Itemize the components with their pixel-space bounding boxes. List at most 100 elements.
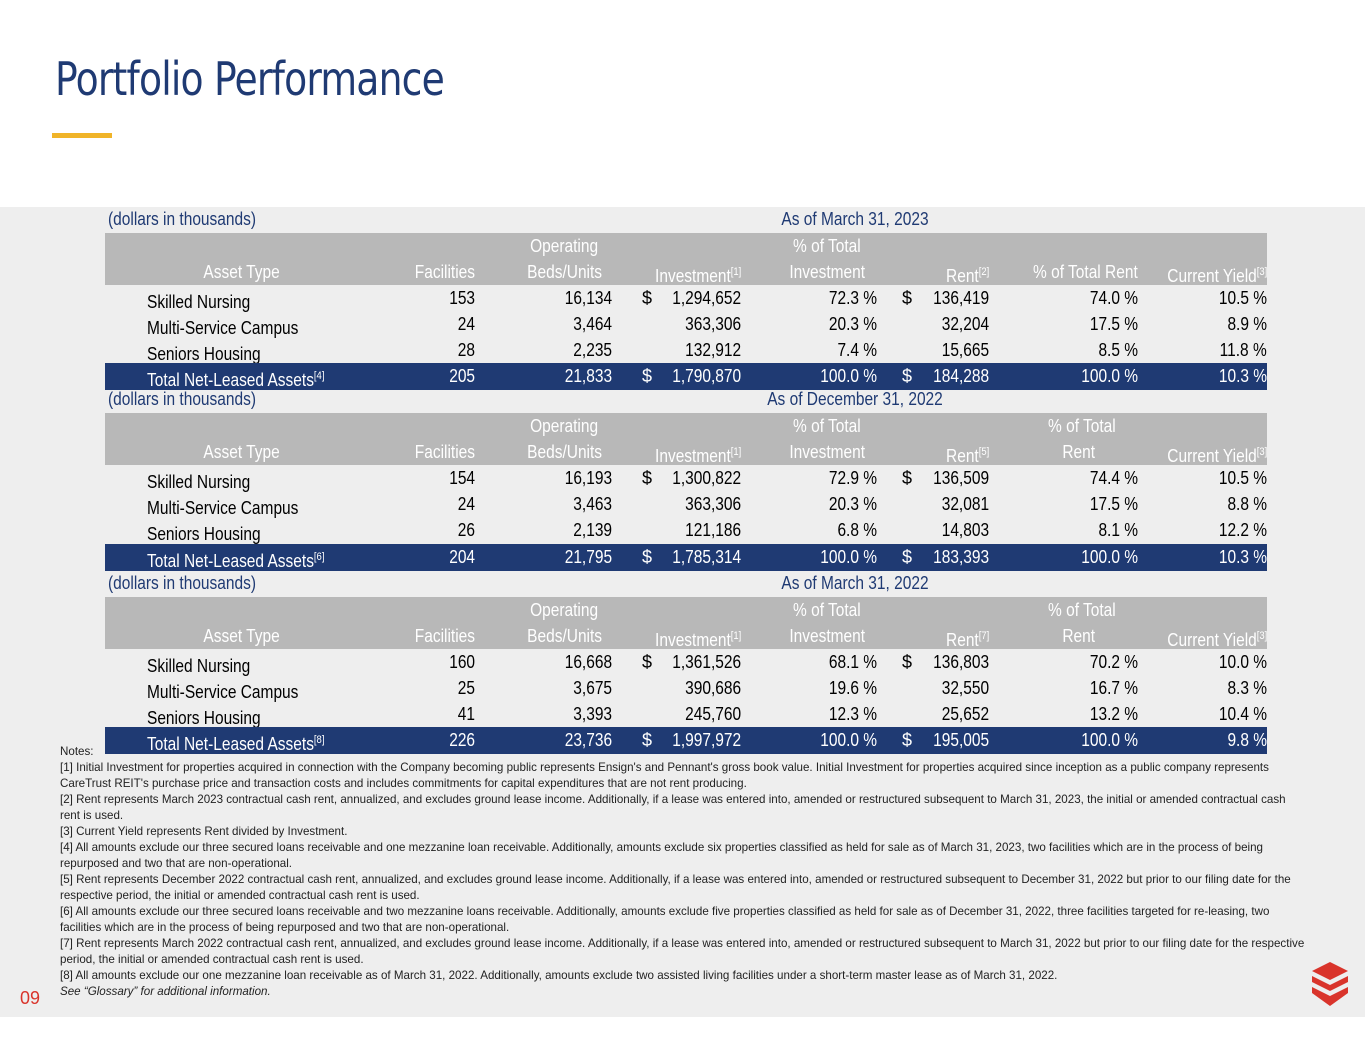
period-label: As of March 31, 2023 (781, 209, 929, 229)
pct-investment-cell-text: 12.3 % (828, 704, 877, 724)
current-yield-cell-text: 10.0 % (1218, 652, 1267, 672)
rent-cell: 136,419 (899, 285, 989, 311)
beds-cell-text: 3,463 (573, 494, 612, 514)
header-beds-top: Operating (505, 233, 612, 259)
investment-cell-text: 121,186 (685, 520, 741, 540)
header-investment-text: Investment[1] (655, 439, 741, 469)
table-header: Asset Type Facilities Operating Beds/Units I… (105, 413, 1267, 466)
asset-type-label: Skilled Nursing (147, 656, 251, 676)
note-7: [7] Rent represents March 2022 contractu… (60, 937, 1305, 966)
investment-cell: 121,186 (631, 517, 741, 543)
investment-cell: 1,294,652 (631, 285, 741, 311)
facilities-cell: 26 (395, 517, 475, 543)
total-row: Total Net-Leased Assets[4] 205 21,833 $1,79… (105, 363, 1267, 390)
rent-cell: 15,665 (899, 337, 989, 363)
notes-heading: Notes: (60, 745, 94, 758)
glossary-note: See “Glossary” for additional informatio… (60, 985, 271, 998)
rent-dollar-cell: $ (902, 652, 913, 672)
facilities-cell: 153 (395, 285, 475, 311)
header-investment-label: Investment (654, 630, 731, 650)
header-investment-label: Investment (654, 446, 731, 466)
rent-dollar-cell: $ (902, 366, 913, 386)
facilities-cell: 226 (395, 727, 475, 753)
beds-cell-text: 3,464 (573, 314, 612, 334)
current-yield-cell: 10.3 % (1157, 363, 1267, 389)
title-accent-bar (52, 133, 112, 138)
pct-rent-cell: 74.0 % (1028, 285, 1138, 311)
facilities-cell-text: 28 (457, 340, 475, 360)
current-yield-cell-text: 10.4 % (1218, 704, 1267, 724)
rent-cell: 14,803 (899, 517, 989, 543)
header-beds-bottom: Beds/Units (505, 439, 612, 465)
asset-type-cell: Skilled Nursing (147, 465, 267, 495)
table-row: Multi-Service Campus 24 3,464 363,306 20.3 %… (105, 311, 1267, 338)
pct-rent-cell: 8.5 % (1028, 337, 1138, 363)
header-beds-top-text: Operating (530, 600, 599, 620)
pct-rent-cell-text: 13.2 % (1089, 704, 1138, 724)
asset-type-text: Skilled Nursing (147, 285, 250, 315)
header-asset-type-text: Asset Type (203, 626, 280, 646)
header-facilities-text: Facilities (414, 442, 475, 462)
facilities-cell: 160 (395, 649, 475, 675)
current-yield-cell: 10.3 % (1157, 544, 1267, 570)
total-row: Total Net-Leased Assets[8] 226 23,736 $1,99… (105, 727, 1267, 754)
rent-cell: 184,288 (899, 363, 989, 389)
asset-type-label: Total Net-Leased Assets (147, 551, 314, 571)
rent-dollar-cell: $ (902, 468, 913, 488)
note-1: [1] Initial Investment for properties ac… (60, 761, 1269, 790)
header-beds-bottom-text: Beds/Units (527, 262, 603, 282)
header-asset-type: Asset Type (165, 439, 305, 465)
header-current-yield-text: Current Yield[3] (1167, 259, 1267, 289)
investment-cell-text: 1,294,652 (672, 288, 741, 308)
facilities-cell: 28 (395, 337, 475, 363)
beds-cell-text: 23,736 (564, 730, 612, 750)
rent-cell: 32,550 (899, 675, 989, 701)
asset-type-label: Skilled Nursing (147, 292, 251, 312)
beds-cell-text: 3,393 (573, 704, 612, 724)
investment-cell-text: 1,997,972 (672, 730, 741, 750)
header-pct-inv-bottom-text: Investment (789, 626, 866, 646)
beds-cell: 3,464 (512, 311, 612, 337)
asset-type-text: Total Net-Leased Assets[4] (147, 363, 324, 393)
header-pct-rent-bottom-text: % of Total Rent (1032, 262, 1138, 282)
header-rent-label: Rent (945, 446, 979, 466)
table-row: Skilled Nursing 160 16,668 $1,361,526 68.1 %… (105, 649, 1267, 676)
pct-rent-cell-text: 8.5 % (1098, 340, 1138, 360)
facilities-cell-text: 204 (449, 547, 475, 567)
investment-dollar-cell: $ (642, 652, 653, 672)
facilities-cell-text: 24 (457, 314, 475, 334)
pct-investment-cell: 100.0 % (767, 363, 877, 389)
asset-type-text: Multi-Service Campus (147, 311, 298, 341)
header-current-yield-label: Current Yield (1166, 630, 1257, 650)
header-pct-inv-top: % of Total (765, 233, 877, 259)
header-asset-type-text: Asset Type (203, 442, 280, 462)
asset-type-footnote: [4] (313, 370, 325, 382)
investment-dollar-cell: $ (642, 468, 653, 488)
header-pct-inv-top-text: % of Total (792, 600, 861, 620)
facilities-cell-text: 26 (457, 520, 475, 540)
footnotes: Notes: [1] Initial Investment for proper… (60, 744, 1305, 1000)
asset-type-text: Seniors Housing (147, 337, 261, 367)
investment-cell-text: 1,300,822 (672, 468, 741, 488)
current-yield-cell-text: 10.3 % (1218, 547, 1267, 567)
pct-rent-cell-text: 16.7 % (1089, 678, 1138, 698)
current-yield-cell-text: 12.2 % (1218, 520, 1267, 540)
pct-rent-cell-text: 100.0 % (1081, 366, 1138, 386)
portfolio-table: (dollars in thousands) As of December 31,… (105, 387, 1267, 571)
header-beds-top-text: Operating (530, 236, 599, 256)
pct-rent-cell-text: 74.0 % (1089, 288, 1138, 308)
facilities-cell-text: 25 (457, 678, 475, 698)
header-pct-rent-bottom-text: Rent (1062, 626, 1096, 646)
pct-investment-cell-text: 100.0 % (820, 366, 877, 386)
header-beds-top: Operating (505, 597, 612, 623)
beds-cell-text: 21,795 (564, 547, 612, 567)
investment-cell: 363,306 (631, 491, 741, 517)
pct-rent-cell: 100.0 % (1028, 727, 1138, 753)
note-5: [5] Rent represents December 2022 contra… (60, 873, 1291, 902)
pct-investment-cell-text: 20.3 % (828, 314, 877, 334)
table-row: Skilled Nursing 153 16,134 $1,294,652 72.3 %… (105, 285, 1267, 312)
facilities-cell-text: 205 (449, 366, 475, 386)
asset-type-label: Multi-Service Campus (147, 682, 299, 702)
pct-investment-cell: 20.3 % (767, 491, 877, 517)
asset-type-text: Multi-Service Campus (147, 675, 298, 705)
